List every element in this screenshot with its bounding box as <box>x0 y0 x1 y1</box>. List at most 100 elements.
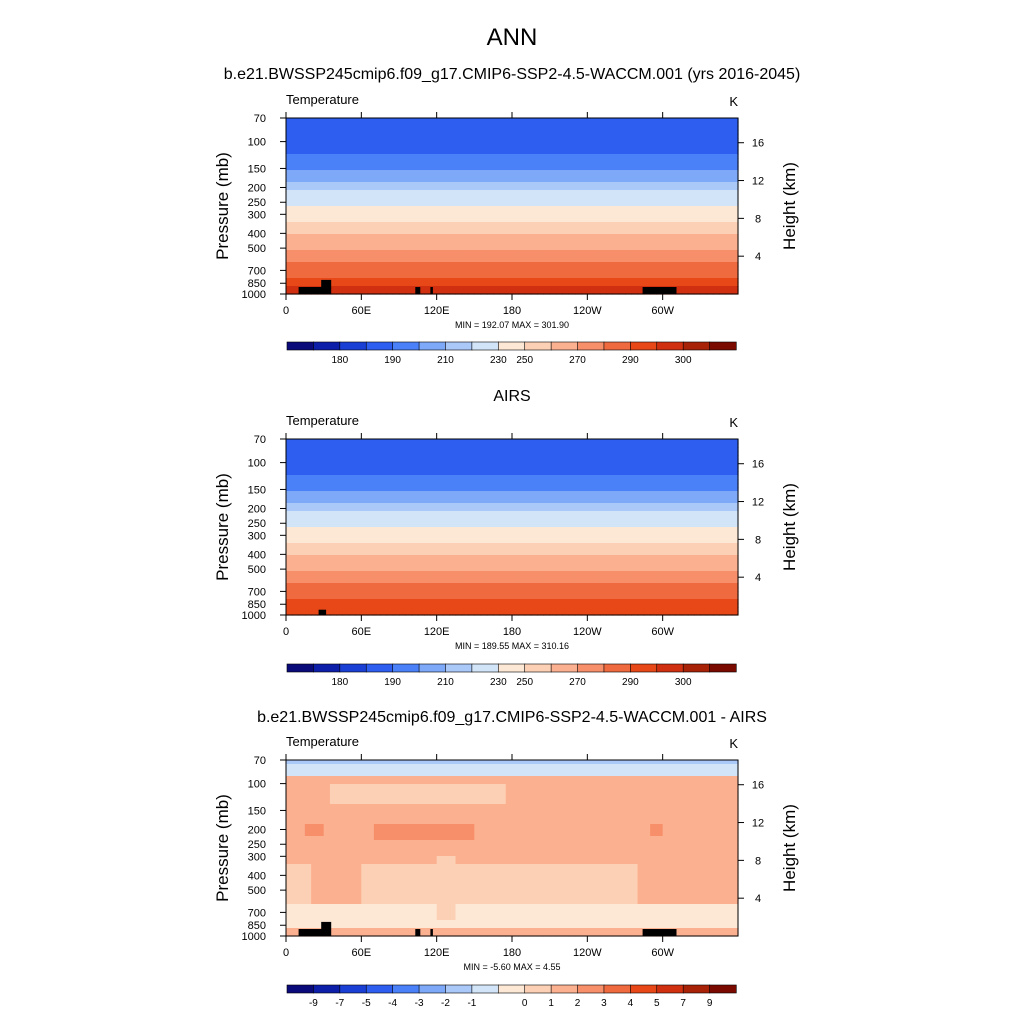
colorbar-swatch <box>603 984 631 994</box>
panel-2-topography-mask-0 <box>318 609 327 616</box>
y-tick-label: 500 <box>248 243 266 255</box>
x-tick-label: 60W <box>651 626 674 638</box>
colorbar-swatch <box>471 341 499 351</box>
colorbar-label: 0 <box>522 998 528 1009</box>
colorbar-label: 300 <box>675 677 692 688</box>
right-tick-label: 4 <box>755 893 761 905</box>
colorbar-swatch <box>682 984 711 994</box>
x-tick-label: 180 <box>503 947 521 959</box>
y-tick-label: 850 <box>248 920 266 932</box>
panel-1-contour-field <box>286 118 739 295</box>
y-tick-label: 200 <box>248 503 266 515</box>
colorbar-label: 2 <box>575 998 581 1009</box>
colorbar-swatch <box>471 663 499 673</box>
x-tick-label: 60W <box>651 947 674 959</box>
colorbar-swatch <box>418 663 447 673</box>
units-label: K <box>729 736 738 751</box>
colorbar-label: -9 <box>309 998 318 1009</box>
x-tick-label: 60W <box>651 305 674 317</box>
y-tick-label: 200 <box>248 182 266 194</box>
right-tick-label: 16 <box>752 780 764 792</box>
colorbar-swatch <box>339 341 367 351</box>
panel-3-topography-mask-4 <box>642 929 677 937</box>
y-tick-label: 150 <box>248 805 266 817</box>
colorbar-swatch <box>709 984 737 994</box>
colorbar-label: 210 <box>437 677 454 688</box>
colorbar-label: 290 <box>622 677 639 688</box>
colorbar-swatch <box>550 663 579 673</box>
colorbar-swatch <box>524 341 552 351</box>
colorbar-swatch <box>524 984 552 994</box>
right-tick-label: 4 <box>755 572 761 584</box>
colorbar-label: 270 <box>569 677 586 688</box>
colorbar-swatch <box>339 984 367 994</box>
colorbar-label: 230 <box>490 677 507 688</box>
colorbar-label: -1 <box>467 998 476 1009</box>
x-tick-label: 60E <box>352 305 372 317</box>
colorbar-label: 180 <box>331 355 348 366</box>
colorbar-swatch <box>682 663 711 673</box>
x-tick-label: 120W <box>573 626 602 638</box>
panel-label: Temperature <box>286 413 359 428</box>
colorbar-swatch <box>497 663 526 673</box>
y-tick-label: 100 <box>248 779 266 791</box>
colorbar-label: -7 <box>335 998 344 1009</box>
panel-2-subtitle: AIRS <box>493 388 530 405</box>
y-tick-label: 70 <box>254 434 266 446</box>
x-tick-label: 60E <box>352 626 372 638</box>
colorbar: -9 -7 -5 -4 -3 -2 -1 0 1 2 3 4 5 7 9 <box>286 984 737 1009</box>
y-tick-label: 200 <box>248 824 266 836</box>
colorbar-swatch <box>392 663 420 673</box>
colorbar-swatch <box>603 663 631 673</box>
colorbar-label: -2 <box>441 998 450 1009</box>
colorbar-swatch <box>550 341 579 351</box>
y-tick-label: 700 <box>248 586 266 598</box>
y-tick-label: 400 <box>248 870 266 882</box>
colorbar-swatch <box>471 984 499 994</box>
figure-title: ANN <box>487 24 538 51</box>
colorbar-label: 7 <box>680 998 686 1009</box>
x-tick-label: 120W <box>573 305 602 317</box>
colorbar-label: 300 <box>675 355 692 366</box>
y-tick-label: 150 <box>248 163 266 175</box>
y-tick-label: 1000 <box>242 931 266 943</box>
x-tick-label: 0 <box>283 626 289 638</box>
colorbar-swatch <box>286 663 315 673</box>
colorbar-swatch <box>497 984 526 994</box>
panel-label: Temperature <box>286 92 359 107</box>
x-tick-label: 60E <box>352 947 372 959</box>
panel-3-topography-mask-2 <box>415 929 421 937</box>
y-tick-label: 1000 <box>242 289 266 301</box>
y-tick-label: 100 <box>248 137 266 149</box>
colorbar: 180 190 210 230 250 270 290 300 <box>286 341 737 366</box>
y-tick-label: 400 <box>248 228 266 240</box>
y-tick-label: 400 <box>248 549 266 561</box>
colorbar-swatch <box>603 341 631 351</box>
right-axis-title: Height (km) <box>780 483 799 571</box>
colorbar-swatch <box>392 341 420 351</box>
colorbar-swatch <box>577 984 605 994</box>
colorbar-label: 250 <box>516 677 533 688</box>
colorbar-label: 3 <box>601 998 607 1009</box>
colorbar-swatch <box>630 663 658 673</box>
colorbar-label: 190 <box>384 355 401 366</box>
y-tick-label: 300 <box>248 851 266 863</box>
colorbar-swatch <box>445 341 473 351</box>
panel-3-topography-mask-1 <box>321 921 332 937</box>
colorbar-swatch <box>365 663 394 673</box>
colorbar-label: 9 <box>707 998 713 1009</box>
right-axis-title: Height (km) <box>780 162 799 250</box>
colorbar-swatch <box>630 984 658 994</box>
colorbar-swatch <box>445 984 473 994</box>
y-tick-label: 1000 <box>242 610 266 622</box>
colorbar-swatch <box>418 341 447 351</box>
panel-3-topography-mask-3 <box>430 929 433 937</box>
units-label: K <box>729 415 738 430</box>
colorbar-swatch <box>550 984 579 994</box>
panel-2-contour-field <box>286 439 739 616</box>
colorbar-swatch <box>577 341 605 351</box>
right-tick-label: 8 <box>755 534 761 546</box>
colorbar-swatch <box>313 341 341 351</box>
x-tick-label: 180 <box>503 305 521 317</box>
y-axis-title: Pressure (mb) <box>213 473 232 581</box>
